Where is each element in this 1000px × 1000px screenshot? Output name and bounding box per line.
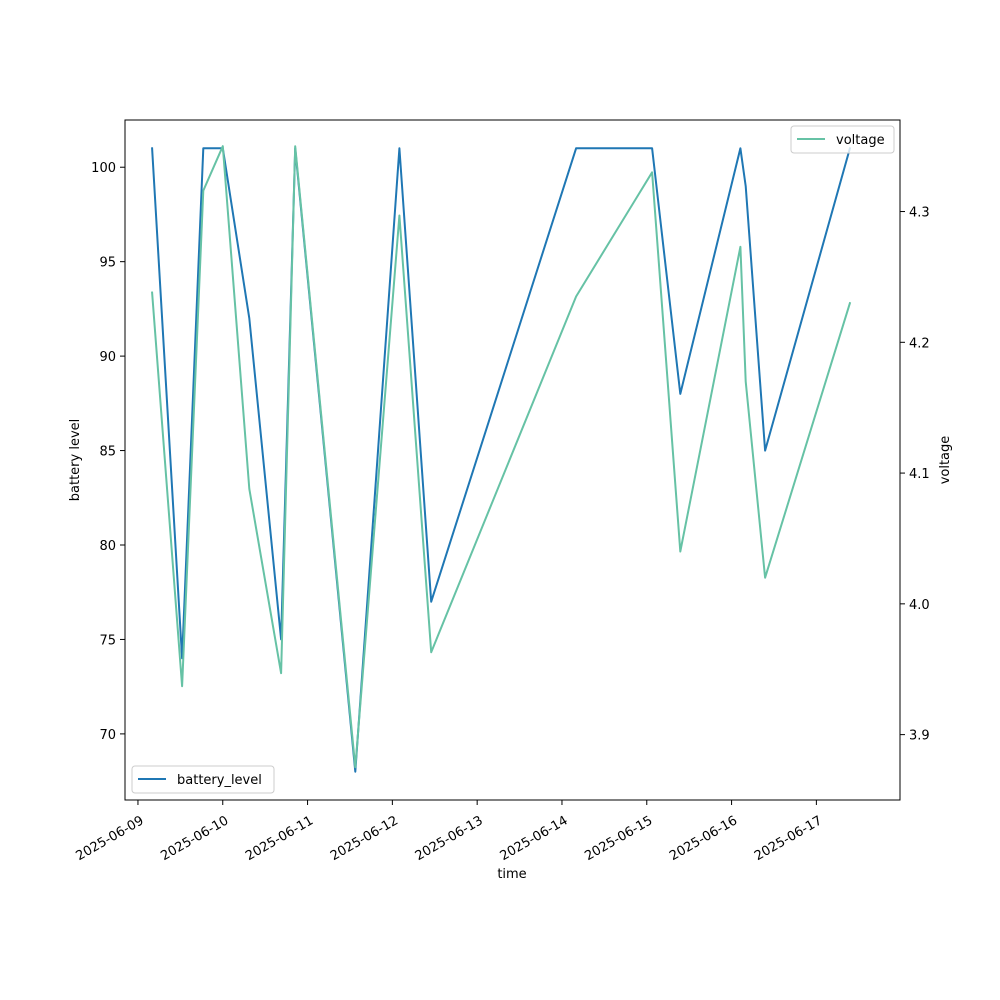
- y-right-tick-label: 4.3: [909, 206, 930, 221]
- y-axis-right-title: voltage: [938, 436, 953, 485]
- y-left-tick-label: 75: [99, 633, 116, 648]
- y-left-tick-label: 100: [91, 161, 116, 176]
- series-line-battery-level: [151, 147, 852, 773]
- y-right-tick-label: 4.2: [909, 336, 930, 351]
- legend-voltage: voltage: [790, 125, 895, 154]
- x-axis-title: time: [497, 867, 526, 882]
- y-left-tick-label: 90: [99, 350, 116, 365]
- y-left-tick-label: 95: [99, 256, 116, 271]
- y-left-tick-label: 85: [99, 445, 116, 460]
- y-left-tick-label: 70: [99, 728, 116, 743]
- y-right-tick-label: 4.0: [909, 598, 930, 613]
- series-line-voltage: [151, 145, 852, 769]
- y-right-tick-label: 4.1: [909, 467, 930, 482]
- y-axis-right: 3.9 4.0 4.1 4.2 4.3: [900, 206, 930, 744]
- legend-label-battery-level: battery_level: [177, 773, 262, 788]
- y-axis-left-title: battery level: [68, 419, 83, 502]
- y-right-tick-label: 3.9: [909, 729, 930, 744]
- legend-box: [131, 765, 275, 794]
- legend-box: [790, 125, 895, 154]
- series-layer: [151, 145, 852, 773]
- y-left-tick-label: 80: [99, 539, 116, 554]
- y-axis-left: 70 75 80 85 90 95 100: [91, 161, 125, 743]
- plot-frame: [124, 119, 901, 801]
- legend-battery-level: battery_level: [131, 765, 275, 794]
- legend-label-voltage: voltage: [836, 133, 885, 148]
